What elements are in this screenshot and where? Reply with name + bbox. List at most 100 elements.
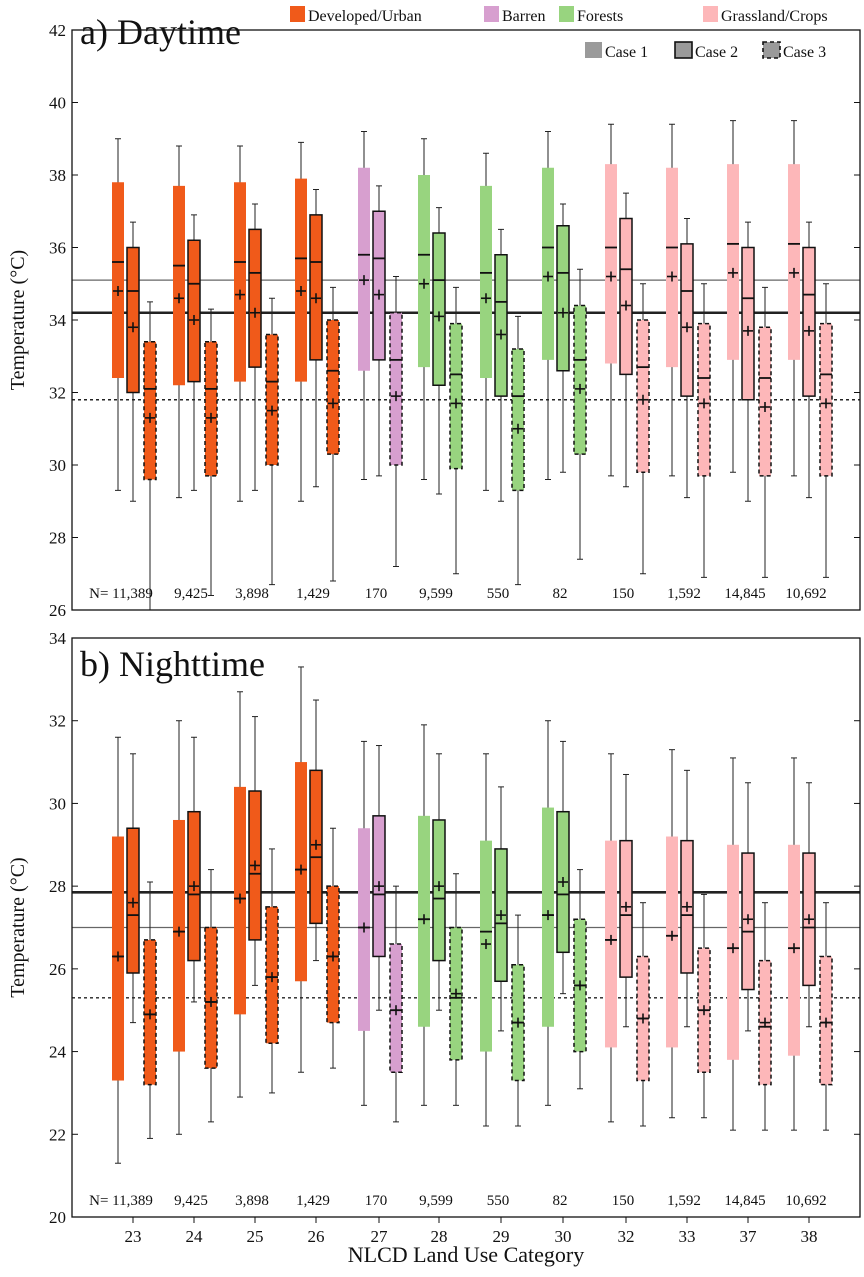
box-iqr	[511, 348, 525, 492]
sample-count: 550	[487, 1193, 510, 1209]
box-iqr	[758, 326, 772, 477]
box-27-case3	[389, 885, 403, 1123]
box-28-case2	[432, 207, 446, 495]
box-32-case2	[619, 773, 633, 1028]
sample-count: 14,845	[724, 586, 765, 602]
box-26-case1	[295, 666, 307, 1073]
panel-title: b) Nighttime	[80, 644, 265, 684]
box-32-case3	[636, 902, 650, 1127]
box-32-case2	[619, 192, 633, 488]
x-tick-label: 33	[679, 1227, 696, 1246]
legend-case-label-1: Case 2	[695, 44, 738, 61]
box-38-case1	[788, 757, 800, 1131]
sample-count: 9,599	[419, 1193, 453, 1209]
legend-label-2: Forests	[577, 8, 623, 25]
box-29-case2	[494, 228, 508, 502]
x-axis-title: NLCD Land Use Category	[348, 1242, 584, 1267]
box-28-case3	[449, 286, 463, 575]
sample-count: 82	[553, 586, 568, 602]
y-tick-label: 20	[49, 1208, 66, 1227]
x-tick-label: 32	[618, 1227, 635, 1246]
box-27-case3	[389, 276, 403, 567]
panel-0: 26 28 30 32 34 36 38 40 42 Temperature (°C) N= 11,…	[7, 12, 861, 620]
box-iqr	[234, 182, 246, 382]
box-24-case3	[204, 869, 218, 1123]
sample-count: 170	[365, 586, 388, 602]
box-28-case1	[418, 724, 430, 1106]
box-32-case1	[605, 753, 617, 1123]
legend-case-label-2: Case 3	[783, 44, 826, 61]
box-iqr	[418, 175, 430, 368]
legend-swatch-2	[559, 6, 574, 22]
box-iqr	[112, 182, 124, 378]
box-30-case2	[556, 740, 570, 995]
sample-count: 170	[365, 1193, 388, 1209]
sample-count: 9,425	[174, 1193, 208, 1209]
y-tick-label: 26	[49, 601, 66, 620]
y-tick-label: 40	[49, 94, 66, 113]
y-axis-title: Temperature (°C)	[7, 250, 29, 390]
box-iqr	[187, 239, 201, 383]
y-tick-label: 28	[49, 529, 66, 548]
box-iqr	[432, 232, 446, 386]
y-tick-label: 42	[49, 21, 66, 40]
box-28-case1	[418, 138, 430, 480]
box-37-case1	[727, 120, 739, 473]
box-29-case3	[511, 315, 525, 586]
sample-count: 1,592	[667, 1193, 701, 1209]
sample-count: 150	[612, 586, 635, 602]
y-tick-label: 30	[49, 456, 66, 475]
box-23-case1	[112, 736, 124, 1164]
sample-count: 150	[612, 1193, 635, 1209]
box-iqr	[309, 214, 323, 361]
legend-case-label-0: Case 1	[605, 44, 648, 61]
box-26-case1	[295, 141, 307, 502]
sample-count: 14,845	[724, 1193, 765, 1209]
box-iqr	[143, 341, 157, 481]
box-38-case2	[802, 782, 816, 1028]
box-iqr	[666, 167, 678, 368]
box-iqr	[802, 246, 816, 397]
y-tick-label: 26	[49, 960, 66, 979]
box-38-case3	[819, 902, 833, 1131]
box-iqr	[173, 185, 185, 386]
box-26-case2	[309, 699, 323, 962]
box-38-case3	[819, 283, 833, 578]
box-33-case3	[697, 893, 711, 1119]
plot-frame	[71, 637, 861, 1218]
box-iqr	[680, 243, 694, 397]
box-27-case1	[358, 131, 370, 480]
sample-count: 3,898	[235, 1193, 269, 1209]
box-24-case2	[187, 214, 201, 491]
sample-count: 9,599	[419, 586, 453, 602]
box-iqr	[295, 178, 307, 382]
sample-count: N= 11,389	[89, 1193, 153, 1209]
box-24-case1	[173, 720, 185, 1135]
x-tick-label: 26	[308, 1227, 325, 1246]
box-iqr	[204, 341, 218, 477]
sample-count: 550	[487, 586, 510, 602]
box-30-case1	[542, 720, 554, 1106]
y-tick-label: 22	[49, 1125, 66, 1144]
legend: Developed/Urban Barren Forests Grassland/Cr…	[290, 6, 828, 61]
x-tick-label: 25	[247, 1227, 264, 1246]
box-33-case2	[680, 218, 694, 499]
box-29-case2	[494, 786, 508, 1032]
box-28-case3	[449, 873, 463, 1106]
box-iqr	[389, 312, 403, 466]
x-tick-label: 27	[371, 1227, 389, 1246]
legend-case-swatch-0	[585, 42, 602, 58]
y-axis-title: Temperature (°C)	[7, 857, 29, 997]
box-38-case2	[802, 221, 816, 499]
box-iqr	[248, 228, 262, 368]
box-iqr	[449, 322, 463, 470]
box-24-case2	[187, 736, 201, 1003]
y-tick-label: 30	[49, 794, 66, 813]
box-24-case1	[173, 145, 185, 499]
sample-count: 10,692	[785, 586, 826, 602]
box-iqr	[788, 164, 800, 360]
legend-label-3: Grassland/Crops	[721, 8, 828, 25]
box-32-case1	[605, 123, 617, 477]
